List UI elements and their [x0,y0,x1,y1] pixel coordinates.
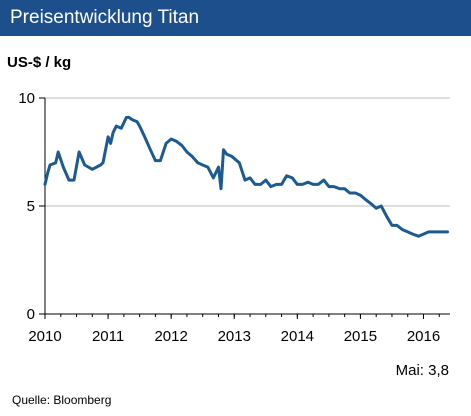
y-tick-label-10: 10 [18,90,35,107]
x-tick-labels: 2010 2011 2012 2013 2014 2015 2016 [28,328,440,345]
x-tick-label-2011: 2011 [92,328,124,345]
x-tick-label-2013: 2013 [218,328,251,345]
latest-value-label: Mai: 3,8 [395,362,449,379]
price-series-line [43,115,449,238]
source-label: Quelle: Bloomberg [12,393,112,407]
y-unit-label: US-$ / kg [7,54,72,71]
x-tick-label-2012: 2012 [154,328,187,345]
y-tick-label-5: 5 [27,198,35,215]
titanium-price-chart: 0 5 10 2010 2011 2012 2013 2014 2015 2016 [18,90,450,345]
x-tick-label-2015: 2015 [344,328,377,345]
chart-title: Preisentwicklung Titan [10,7,200,28]
chart-title-bar: Preisentwicklung Titan [0,0,471,36]
axes [39,97,450,319]
y-tick-labels: 0 5 10 [18,90,35,323]
x-tick-label-2010: 2010 [28,328,61,345]
x-tick-label-2014: 2014 [281,328,314,345]
y-tick-label-0: 0 [27,306,35,323]
x-tick-label-2016: 2016 [407,328,440,345]
